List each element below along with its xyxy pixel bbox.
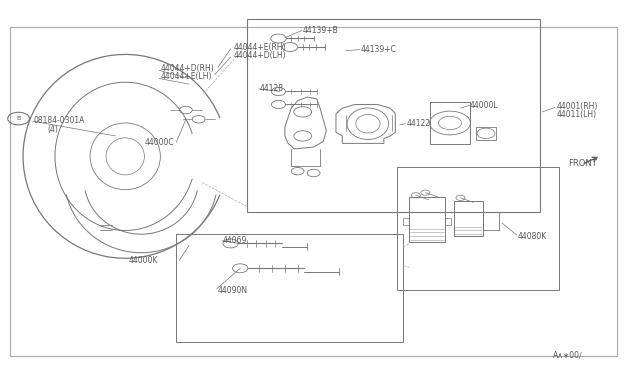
Text: 44090N: 44090N [218, 286, 248, 295]
Text: 08184-0301A: 08184-0301A [34, 116, 85, 125]
Text: 44044+D(RH): 44044+D(RH) [161, 64, 214, 73]
Bar [454, 201, 483, 236]
Bar [403, 218, 410, 225]
Bar [430, 102, 470, 144]
Text: 44080K: 44080K [518, 231, 547, 241]
Bar [476, 128, 495, 140]
Text: 44044+E(LH): 44044+E(LH) [161, 72, 212, 81]
Text: B: B [17, 116, 20, 121]
Text: 44139+B: 44139+B [303, 26, 339, 35]
Text: 44011(LH): 44011(LH) [556, 110, 596, 119]
Bar [483, 212, 499, 231]
Bar [176, 234, 403, 341]
Bar [445, 218, 451, 225]
Text: (4): (4) [47, 125, 58, 134]
Text: 44000L: 44000L [470, 101, 499, 110]
Text: 44128: 44128 [259, 84, 284, 93]
Text: 44044+E(RH): 44044+E(RH) [234, 42, 287, 51]
Text: 44001(RH): 44001(RH) [556, 102, 598, 111]
Text: 44069: 44069 [223, 236, 247, 246]
Text: 44139+C: 44139+C [360, 45, 396, 54]
Text: 44044+D(LH): 44044+D(LH) [234, 51, 287, 60]
Text: 44000K: 44000K [129, 256, 158, 265]
Text: A∧∗00∕: A∧∗00∕ [553, 350, 582, 359]
Bar [410, 197, 445, 241]
Bar [246, 19, 540, 212]
Bar [397, 167, 559, 290]
Text: FRONT: FRONT [568, 158, 596, 167]
Text: 44122: 44122 [406, 119, 430, 128]
Text: 44000C: 44000C [145, 138, 174, 147]
Bar [10, 27, 617, 356]
